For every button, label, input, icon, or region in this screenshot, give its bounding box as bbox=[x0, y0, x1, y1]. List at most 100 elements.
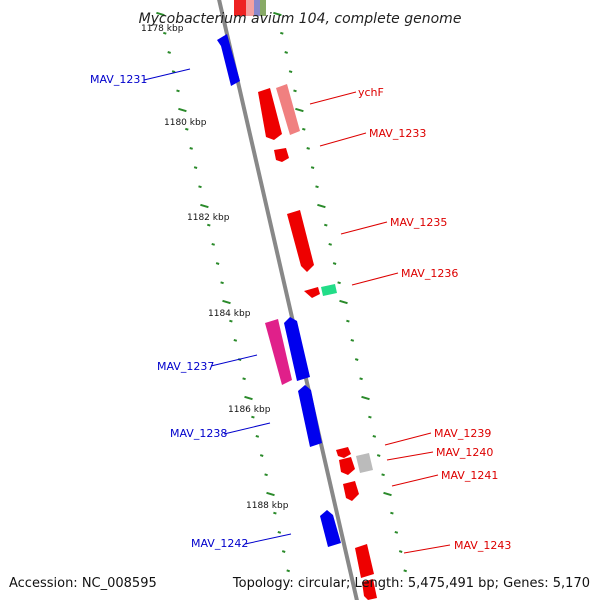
leader-mav-1240 bbox=[386, 451, 434, 461]
tick-mark-right bbox=[376, 454, 381, 457]
tick-mark-right bbox=[295, 107, 304, 113]
tick-mark-left bbox=[198, 185, 202, 189]
label-mav-1233: MAV_1233 bbox=[369, 127, 426, 140]
tick-mark-right bbox=[288, 70, 293, 74]
tick-mark-left bbox=[178, 107, 187, 113]
accession-label: Accession: NC_008595 bbox=[9, 576, 157, 591]
leader-ychf bbox=[309, 91, 357, 105]
tick-mark-right bbox=[372, 434, 377, 438]
tick-mark-left bbox=[171, 70, 176, 74]
gene-mav-1238 bbox=[298, 385, 322, 447]
tick-mark-left bbox=[242, 377, 246, 381]
kbp-label-1184: 1184 kbp bbox=[208, 309, 251, 319]
tick-mark-left bbox=[281, 550, 286, 553]
tick-mark-right bbox=[317, 203, 326, 209]
tick-mark-right bbox=[328, 242, 332, 246]
gene-mav-1240 bbox=[339, 457, 355, 475]
tick-mark-left bbox=[215, 262, 220, 265]
tick-mark-left bbox=[185, 127, 189, 131]
tick-mark-right bbox=[390, 511, 394, 515]
gene-labels: MAV_1231 ychF MAV_1233 MAV_1235 MAV_1236… bbox=[90, 73, 511, 552]
label-mav-1241: MAV_1241 bbox=[441, 469, 498, 482]
gene-mav-1242 bbox=[320, 510, 341, 547]
tick-mark-right bbox=[337, 281, 341, 285]
leader-mav-1233 bbox=[319, 132, 367, 147]
tick-mark-left bbox=[244, 395, 253, 401]
kbp-label-1188: 1188 kbp bbox=[246, 501, 289, 511]
tick-mark-right bbox=[284, 51, 288, 54]
tick-mark-right bbox=[315, 185, 319, 189]
tick-mark-right bbox=[361, 395, 370, 401]
gene-partial-top-3 bbox=[254, 0, 260, 16]
gene-mav-1239 bbox=[336, 447, 351, 458]
tick-mark-left bbox=[273, 511, 277, 515]
tick-mark-right bbox=[339, 299, 348, 305]
leader-mav-1238 bbox=[223, 422, 271, 435]
tick-mark-left bbox=[233, 338, 238, 342]
tick-mark-left bbox=[277, 530, 282, 534]
tick-mark-right bbox=[273, 11, 282, 17]
label-mav-1236: MAV_1236 bbox=[401, 267, 458, 280]
top-partial-features bbox=[234, 0, 266, 16]
gene-mav-1231 bbox=[217, 34, 240, 86]
gene-mav-1233 bbox=[274, 148, 289, 162]
leader-mav-1241 bbox=[391, 474, 439, 487]
tick-mark-left bbox=[163, 31, 167, 35]
label-mav-1242: MAV_1242 bbox=[191, 537, 248, 550]
leader-mav-1243 bbox=[403, 544, 451, 554]
leader-lines bbox=[143, 68, 451, 554]
tick-mark-right bbox=[332, 262, 337, 265]
leader-mav-1239 bbox=[384, 432, 432, 446]
topology-label: Topology: circular; Length: 5,475,491 bp… bbox=[232, 576, 590, 591]
label-ychf: ychF bbox=[358, 86, 384, 99]
gene-mav-1236-b bbox=[321, 284, 337, 296]
tick-mark-left bbox=[229, 319, 233, 323]
tick-mark-left bbox=[251, 415, 255, 419]
kbp-labels: 1178 kbp 1180 kbp 1182 kbp 1184 kbp 1186… bbox=[141, 24, 289, 511]
label-mav-1237: MAV_1237 bbox=[157, 360, 214, 373]
tick-mark-right bbox=[381, 473, 385, 477]
gene-features bbox=[217, 34, 377, 600]
kbp-label-1178: 1178 kbp bbox=[141, 24, 184, 34]
gene-ychf bbox=[276, 84, 300, 135]
tick-mark-left bbox=[211, 242, 215, 246]
label-mav-1243: MAV_1243 bbox=[454, 539, 511, 552]
label-mav-1239: MAV_1239 bbox=[434, 427, 491, 440]
tick-mark-right bbox=[403, 569, 408, 573]
gene-mav-1236 bbox=[304, 287, 320, 298]
tick-mark-right bbox=[346, 319, 350, 323]
tick-mark-right bbox=[394, 530, 399, 534]
tick-mark-left bbox=[200, 203, 209, 209]
tick-mark-left bbox=[255, 434, 260, 438]
gene-partial-top-2 bbox=[246, 0, 254, 16]
tick-mark-right bbox=[398, 550, 403, 553]
gene-mav-1243 bbox=[355, 544, 374, 578]
label-mav-1235: MAV_1235 bbox=[390, 216, 447, 229]
gene-partial-top-4 bbox=[260, 0, 266, 16]
label-mav-1240: MAV_1240 bbox=[436, 446, 493, 459]
tick-marks bbox=[156, 11, 408, 573]
tick-mark-left bbox=[156, 11, 165, 17]
tick-mark-right bbox=[324, 223, 328, 227]
tick-mark-left bbox=[176, 89, 180, 93]
tick-mark-left bbox=[207, 223, 211, 227]
leader-mav-1235 bbox=[340, 221, 388, 235]
tick-mark-left bbox=[220, 281, 224, 285]
label-mav-1231: MAV_1231 bbox=[90, 73, 147, 86]
leader-mav-1237 bbox=[210, 354, 258, 367]
label-mav-1238: MAV_1238 bbox=[170, 427, 227, 440]
leader-mav-1236 bbox=[351, 272, 399, 286]
gene-mav-1237-b bbox=[284, 317, 310, 381]
tick-mark-left bbox=[167, 51, 171, 54]
tick-mark-right bbox=[354, 358, 359, 361]
tick-mark-left bbox=[266, 491, 275, 497]
tick-mark-right bbox=[280, 31, 284, 35]
tick-mark-right bbox=[383, 491, 392, 497]
genome-backbone bbox=[217, 0, 359, 600]
tick-mark-right bbox=[306, 147, 310, 150]
tick-mark-right bbox=[368, 415, 372, 419]
leader-mav-1242 bbox=[244, 533, 292, 545]
tick-mark-left bbox=[286, 569, 291, 573]
